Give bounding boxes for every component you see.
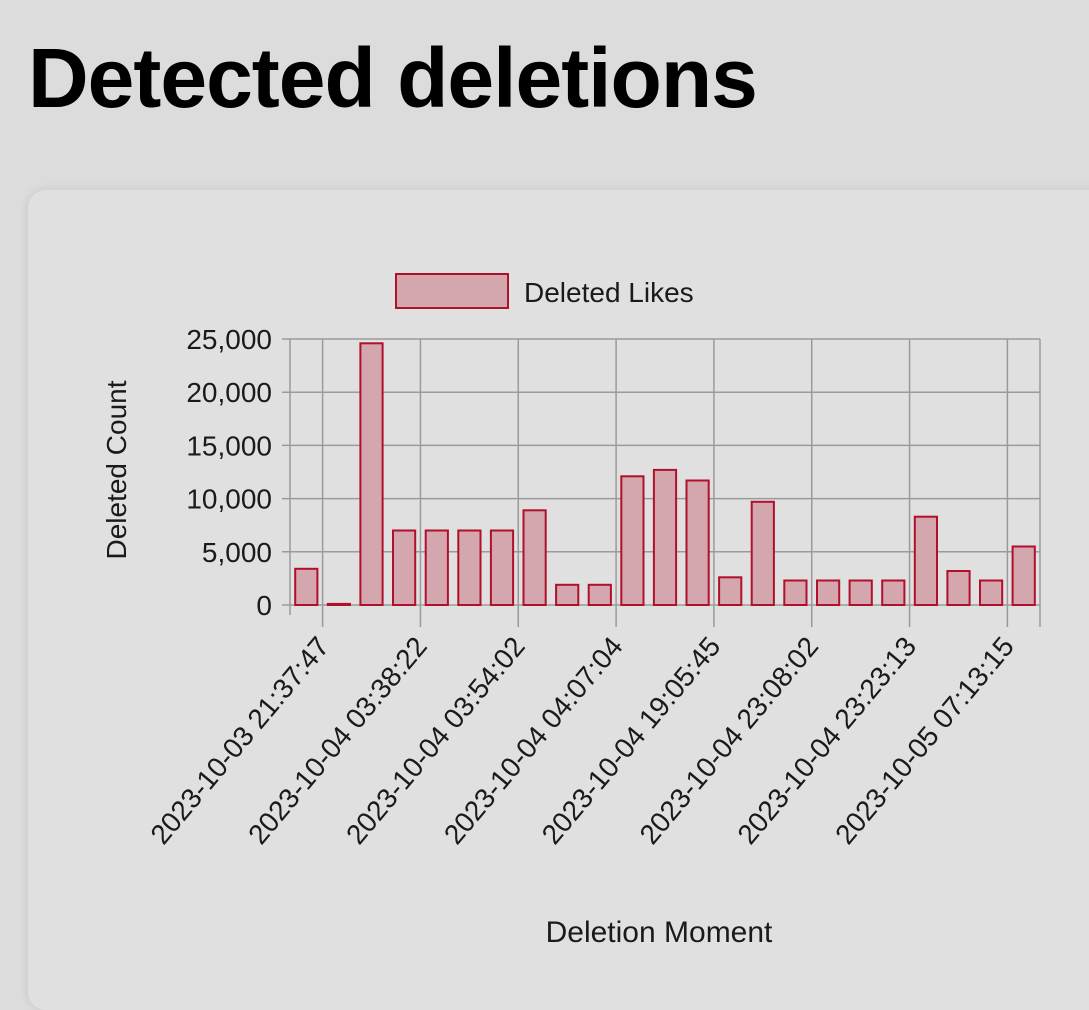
bar[interactable] (979, 579, 1004, 606)
x-tick-label: 2023-10-04 04:07:04 (438, 631, 629, 850)
bar[interactable] (1011, 545, 1036, 606)
x-tick-label: 2023-10-04 23:08:02 (633, 631, 824, 850)
y-tick-label: 5,000 (202, 537, 272, 568)
bar[interactable] (457, 529, 482, 606)
bar[interactable] (392, 529, 417, 606)
x-tick-label: 2023-10-04 03:54:02 (340, 631, 531, 850)
x-axis-label: Deletion Moment (546, 916, 773, 949)
legend-swatch[interactable] (395, 273, 509, 309)
bar[interactable] (685, 479, 710, 606)
x-tick-label: 2023-10-05 07:13:15 (829, 631, 1020, 850)
page-title: Detected deletions (28, 31, 758, 125)
y-tick-label: 20,000 (186, 377, 272, 408)
bar[interactable] (620, 475, 645, 606)
bar[interactable] (522, 509, 547, 606)
bar[interactable] (652, 468, 678, 606)
bar[interactable] (848, 579, 873, 606)
bar[interactable] (555, 583, 580, 606)
y-tick-label: 15,000 (186, 430, 272, 461)
legend[interactable]: Deleted Likes (395, 273, 694, 309)
bar[interactable] (587, 583, 612, 606)
chart-card: 25,000 20,000 15,000 10,000 5,000 0 2023-10-03… (28, 190, 1089, 1010)
y-tick-label: 25,000 (186, 324, 272, 355)
y-axis-label: Deleted Count (101, 380, 132, 559)
x-tick-label: 2023-10-03 21:37:47 (144, 631, 335, 850)
legend-label[interactable]: Deleted Likes (524, 277, 694, 308)
x-tick-label: 2023-10-04 03:38:22 (242, 631, 433, 850)
bar[interactable] (750, 500, 775, 606)
bar[interactable] (359, 342, 384, 607)
bar[interactable] (424, 529, 449, 606)
bar[interactable] (946, 570, 971, 606)
bar[interactable] (816, 579, 841, 606)
bar[interactable] (294, 567, 319, 606)
bar[interactable] (881, 579, 906, 606)
bar[interactable] (913, 515, 938, 607)
deleted-likes-chart: 25,000 20,000 15,000 10,000 5,000 0 2023-10-03… (101, 273, 1041, 949)
bar[interactable] (783, 579, 808, 606)
bar[interactable] (718, 576, 743, 606)
y-tick-label: 10,000 (186, 484, 272, 515)
y-tick-label: 0 (256, 590, 272, 621)
bar[interactable] (326, 602, 351, 606)
x-tick-label: 2023-10-04 19:05:45 (536, 631, 727, 850)
bar-layer (294, 342, 1036, 607)
bar[interactable] (489, 529, 515, 606)
x-tick-label: 2023-10-04 23:23:13 (731, 631, 922, 850)
